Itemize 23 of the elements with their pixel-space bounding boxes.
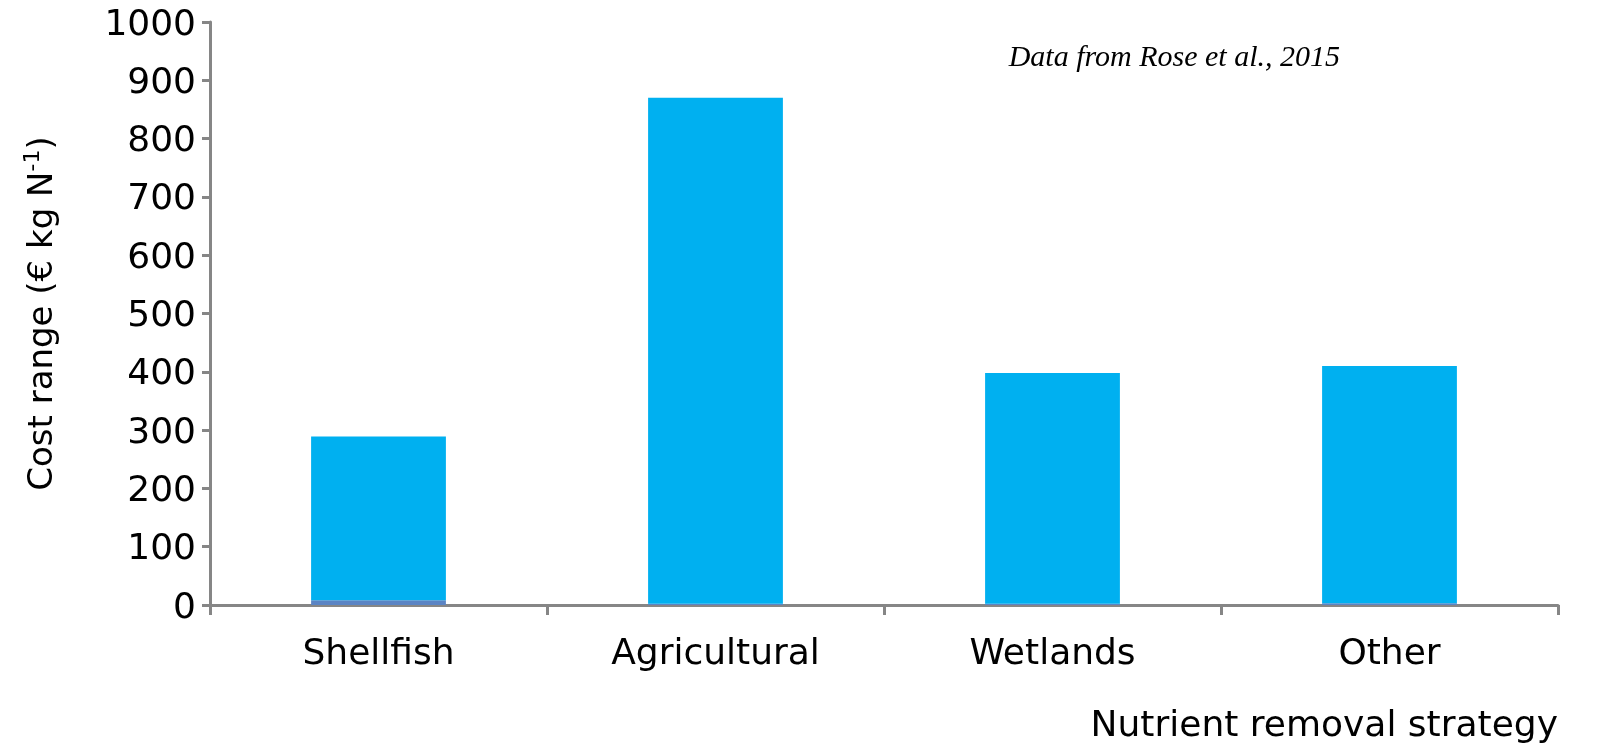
x-tick-label: Other xyxy=(1338,630,1441,672)
y-axis-title: Cost range (€ kg N-1) xyxy=(18,136,60,491)
annotation: Data from Rose et al., 2015 xyxy=(1007,38,1341,72)
bar xyxy=(985,372,1120,604)
bar xyxy=(1322,365,1457,604)
x-tick-label: Shellfish xyxy=(302,630,455,672)
y-tick-label: 400 xyxy=(127,351,196,393)
y-tick-label: 300 xyxy=(127,409,196,451)
y-tick-label: 700 xyxy=(127,176,196,218)
y-tick-label: 500 xyxy=(127,293,196,334)
bar xyxy=(311,600,446,605)
y-tick-label: 800 xyxy=(127,118,196,160)
y-tick-label: 0 xyxy=(173,584,196,626)
y-tick-label: 600 xyxy=(127,234,196,276)
bar xyxy=(648,97,783,604)
y-tick-label: 1000 xyxy=(104,1,196,43)
y-tick-label: 100 xyxy=(127,526,196,568)
x-tick-label: Wetlands xyxy=(969,630,1136,672)
y-tick-label: 900 xyxy=(127,59,196,101)
x-axis-title: Nutrient removal strategy xyxy=(1090,702,1558,744)
x-tick-label: Agricultural xyxy=(611,630,820,672)
bar xyxy=(311,436,446,601)
y-tick-label: 200 xyxy=(127,467,196,509)
